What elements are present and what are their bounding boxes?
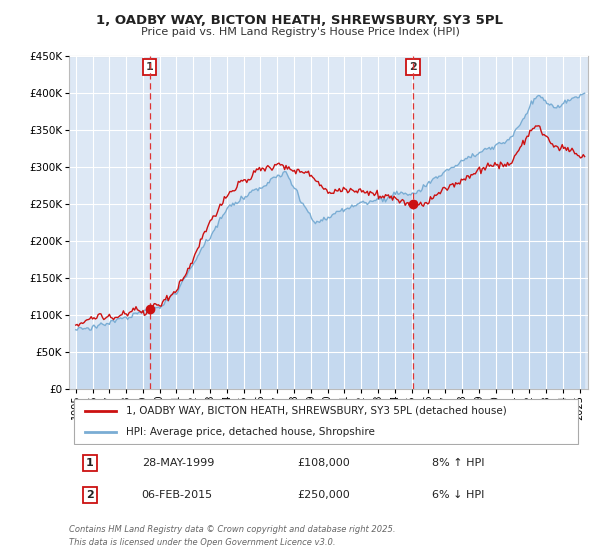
Text: Contains HM Land Registry data © Crown copyright and database right 2025.: Contains HM Land Registry data © Crown c… (69, 525, 395, 534)
Text: 28-MAY-1999: 28-MAY-1999 (142, 458, 214, 468)
Text: HPI: Average price, detached house, Shropshire: HPI: Average price, detached house, Shro… (126, 427, 375, 437)
Text: This data is licensed under the Open Government Licence v3.0.: This data is licensed under the Open Gov… (69, 538, 335, 547)
Text: £108,000: £108,000 (298, 458, 350, 468)
Text: 1: 1 (146, 62, 154, 72)
Text: 1, OADBY WAY, BICTON HEATH, SHREWSBURY, SY3 5PL: 1, OADBY WAY, BICTON HEATH, SHREWSBURY, … (97, 14, 503, 27)
Text: 1: 1 (86, 458, 94, 468)
FancyBboxPatch shape (74, 399, 578, 444)
Text: 1, OADBY WAY, BICTON HEATH, SHREWSBURY, SY3 5PL (detached house): 1, OADBY WAY, BICTON HEATH, SHREWSBURY, … (126, 406, 507, 416)
Text: 06-FEB-2015: 06-FEB-2015 (142, 490, 213, 500)
Text: 8% ↑ HPI: 8% ↑ HPI (432, 458, 485, 468)
Text: 6% ↓ HPI: 6% ↓ HPI (432, 490, 485, 500)
Text: 2: 2 (409, 62, 417, 72)
Text: Price paid vs. HM Land Registry's House Price Index (HPI): Price paid vs. HM Land Registry's House … (140, 27, 460, 37)
Text: £250,000: £250,000 (298, 490, 350, 500)
Text: 2: 2 (86, 490, 94, 500)
